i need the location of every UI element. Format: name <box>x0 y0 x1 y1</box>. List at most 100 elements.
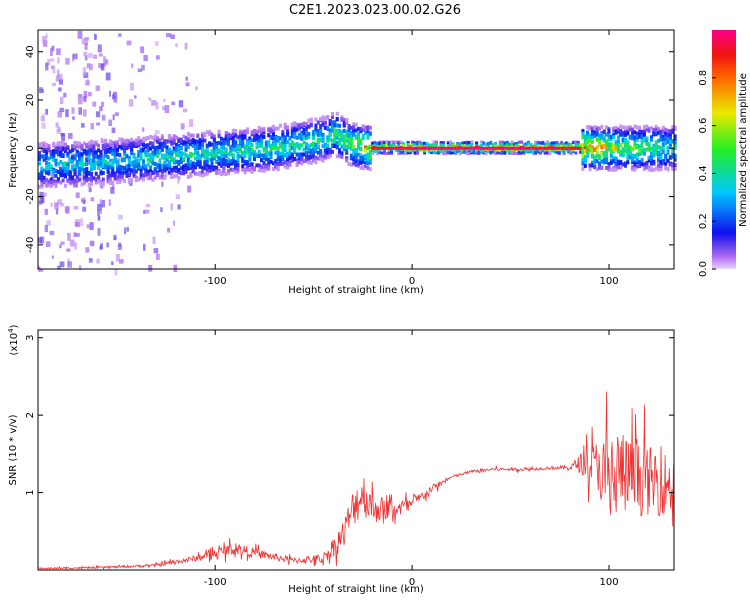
spectrogram-cell <box>283 139 287 144</box>
spectrogram-cell <box>85 150 89 155</box>
spectrogram-cell <box>172 146 176 151</box>
spectrogram-cell <box>671 139 675 144</box>
spectrogram-cell <box>626 140 630 145</box>
spectrogram-cell <box>649 146 653 151</box>
spectrogram-cell <box>434 140 438 144</box>
spectrogram-cell <box>257 142 261 147</box>
spectrogram-cell <box>141 138 145 143</box>
spectrogram-cell <box>224 134 228 139</box>
spectrogram-cell <box>314 117 318 122</box>
spectrogram-cell <box>305 146 309 151</box>
spectrogram-cell <box>245 164 249 169</box>
spectrogram-cell <box>486 141 490 145</box>
spectrogram-cell <box>668 129 672 134</box>
spectrogram-cell <box>668 155 672 160</box>
spectrogram-cell <box>609 134 613 139</box>
spectrogram-cell <box>49 164 53 169</box>
spectrogram-cell <box>557 144 561 148</box>
spectrogram-cell <box>75 233 80 237</box>
spectrogram-cell <box>590 131 594 136</box>
spectrogram-cell <box>238 131 242 136</box>
spectrogram-cell <box>619 143 623 148</box>
spectrogram-cell <box>113 91 118 100</box>
spectrogram-cell <box>416 143 420 147</box>
spectrogram-cell <box>338 150 342 155</box>
spectrogram-cell <box>543 151 547 155</box>
spectrogram-cell <box>55 208 59 215</box>
spectrogram-cell <box>120 145 124 150</box>
spectrogram-cell <box>621 137 625 142</box>
spectrogram-cell <box>201 165 205 170</box>
spectrogram-cell <box>85 174 89 179</box>
spectrogram-cell <box>224 158 228 163</box>
spectrogram-cell <box>236 169 240 174</box>
spectrogram-cell <box>314 142 318 147</box>
spectrogram-cell <box>97 143 101 148</box>
spectrogram-cell <box>212 141 216 146</box>
spectrogram-cell <box>671 152 675 157</box>
spectrogram-cell <box>238 154 242 159</box>
spectrogram-cell <box>616 142 620 147</box>
spectrogram-cell <box>444 146 448 150</box>
spectrogram-cell <box>193 162 197 167</box>
spectrogram-cell <box>484 152 488 156</box>
spectrogram-cell <box>335 131 339 136</box>
spectrogram-cell <box>439 149 443 153</box>
spectrogram-cell <box>668 139 672 144</box>
spectrogram-cell <box>54 150 58 155</box>
spectrogram-cell <box>222 143 226 148</box>
spectrogram-cell <box>326 154 330 159</box>
spectrogram-cell <box>222 146 226 151</box>
spectrogram-cell <box>295 144 299 149</box>
spectrogram-cell <box>89 163 93 168</box>
spectrogram-cell <box>137 136 141 141</box>
spectrogram-cell <box>151 144 155 149</box>
spectrogram-cell <box>366 152 370 157</box>
spectrogram-cell <box>51 171 55 179</box>
spectrogram-cell <box>89 240 95 247</box>
spectrogram-cell <box>106 143 110 148</box>
spectrogram-cell <box>385 146 389 150</box>
spectrogram-cell <box>659 155 663 160</box>
spectrogram-cell <box>631 157 635 162</box>
spectrogram-cell <box>49 230 55 236</box>
spectrogram-cell <box>432 143 436 147</box>
spectrogram-cell <box>175 173 179 178</box>
spectrogram-cell <box>307 134 311 139</box>
spectrogram-cell <box>170 34 175 39</box>
spectrogram-cell <box>260 164 264 169</box>
spectrogram-cell <box>293 142 297 147</box>
spectrogram-cell <box>494 144 498 148</box>
spectrogram-cell <box>536 140 540 144</box>
spectrogram-cell <box>125 154 129 159</box>
spectrogram-cell <box>171 101 176 106</box>
spectrogram-cell <box>40 168 44 173</box>
spectrogram-cell <box>156 253 160 260</box>
spectrogram-cell <box>279 136 283 141</box>
spectrogram-cell <box>165 149 169 154</box>
spectrogram-cell <box>621 125 625 130</box>
spectrogram-cell <box>423 149 427 153</box>
spectrogram-cell <box>274 138 278 143</box>
spectrogram-cell <box>645 127 649 132</box>
spectrogram-cell <box>146 173 150 178</box>
spectrogram-cell <box>255 140 259 145</box>
spectrogram-cell <box>300 156 304 161</box>
spectrogram-cell <box>164 170 168 178</box>
spectrogram-cell <box>470 146 474 150</box>
spectrogram-cell <box>210 155 214 160</box>
spectrogram-cell <box>156 172 160 177</box>
spectrogram-cell <box>451 146 455 150</box>
spectrogram-cell <box>590 154 594 159</box>
spectrogram-cell <box>614 167 618 172</box>
spectrogram-cell <box>42 35 47 44</box>
spectrogram-cell <box>243 159 247 164</box>
spectrogram-cell <box>130 137 134 142</box>
spectrogram-cell <box>333 128 337 133</box>
spectrogram-cell <box>175 194 181 200</box>
spectrogram-cell <box>293 134 297 139</box>
spectrogram-cell <box>191 161 195 166</box>
spectrogram-cell <box>231 159 235 164</box>
spectrogram-cell <box>612 135 616 140</box>
spectrogram-cell <box>111 158 115 163</box>
